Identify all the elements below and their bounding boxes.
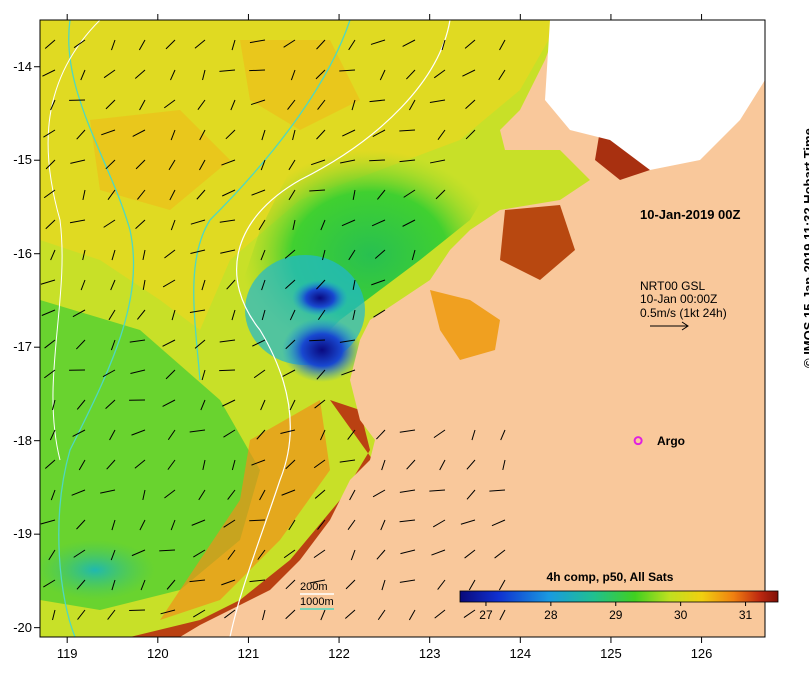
x-tick-label: 120 [138, 646, 178, 661]
legend-200m: 200m [300, 581, 328, 593]
legend-1000m: 1000m [300, 596, 334, 608]
colorbar-tick-label: 31 [739, 608, 753, 622]
y-tick-label: -18 [6, 433, 32, 448]
colorbar-tick-label: 28 [544, 608, 558, 622]
x-tick-label: 124 [500, 646, 540, 661]
current-arrow [369, 160, 385, 161]
colorbar [460, 591, 778, 602]
credit-label: © IMOS 15-Jan-2019 11:32 Hobart Time [801, 128, 809, 368]
current-arrow [219, 370, 235, 371]
cold-core [282, 318, 362, 382]
current-arrow [249, 70, 265, 71]
argo-label: Argo [657, 434, 685, 448]
colorbar-tick-label: 29 [609, 608, 623, 622]
y-tick-label: -20 [6, 620, 32, 635]
x-tick-label: 126 [682, 646, 722, 661]
y-tick-label: -14 [6, 59, 32, 74]
current-arrow [129, 610, 145, 611]
current-key-datetime: 10-Jan 00:00Z [640, 292, 717, 306]
x-tick-label: 125 [591, 646, 631, 661]
colorbar-title: 4h comp, p50, All Sats [547, 570, 674, 584]
x-tick-label: 123 [410, 646, 450, 661]
colorbar-tick-label: 27 [479, 608, 493, 622]
y-tick-label: -19 [6, 526, 32, 541]
x-tick-label: 122 [319, 646, 359, 661]
date-label: 10-Jan-2019 00Z [640, 207, 741, 222]
x-tick-label: 119 [47, 646, 87, 661]
y-tick-label: -17 [6, 339, 32, 354]
teal-southwest [35, 540, 155, 600]
y-tick-label: -15 [6, 152, 32, 167]
colorbar-tick-label: 30 [674, 608, 688, 622]
current-key-title: NRT00 GSL [640, 279, 705, 293]
x-tick-label: 121 [228, 646, 268, 661]
y-tick-label: -16 [6, 246, 32, 261]
current-key-scale: 0.5m/s (1kt 24h) [640, 306, 727, 320]
